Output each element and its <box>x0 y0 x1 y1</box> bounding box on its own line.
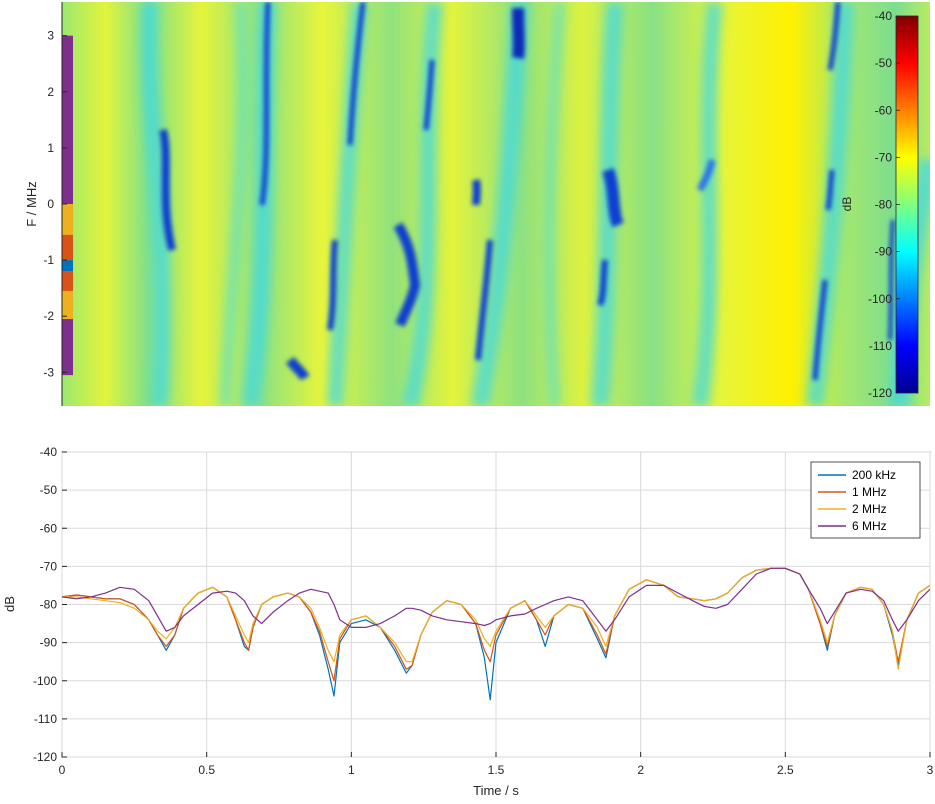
band-strip <box>62 35 73 376</box>
y-tick-label: -90 <box>40 636 58 650</box>
y-tick-label: -40 <box>40 445 58 459</box>
legend: 200 kHz 1 MHz 2 MHz 6 MHz <box>810 461 921 539</box>
band-strip-segment <box>62 271 73 291</box>
spectrogram-y-tick-label: -2 <box>43 309 54 323</box>
legend-entry: 1 MHz <box>852 485 887 499</box>
band-strip-segment <box>62 204 73 235</box>
legend-entry: 2 MHz <box>852 502 887 516</box>
legend-entry: 200 kHz <box>852 468 896 482</box>
y-tick-label: -50 <box>40 483 58 497</box>
spectrogram: 3 2 1 0 -1 -2 -3 F / MHz -40 -50 -60 -70 -80 -90 -10… <box>24 2 930 406</box>
line-chart-x-ticks: 0 0.5 1 1.5 2 2.5 3 <box>59 752 934 777</box>
x-tick-label: 0.5 <box>198 763 215 777</box>
spectrogram-nulls <box>159 2 895 381</box>
spectrogram-y-ticks: 3 2 1 0 -1 -2 -3 <box>43 29 67 379</box>
colorbar-tick-label: -90 <box>875 245 893 259</box>
band-strip-segment <box>62 260 73 272</box>
spectrogram-y-tick-label: -3 <box>43 365 54 379</box>
colorbar-ticks: -40 -50 -60 -70 -80 -90 -100 -110 -120 <box>868 9 900 400</box>
colorbar-tick-label: -120 <box>868 386 892 400</box>
colorbar-tick-label: -100 <box>868 292 892 306</box>
band-strip-segment <box>62 35 73 204</box>
legend-entry: 6 MHz <box>852 519 887 533</box>
spectrogram-y-tick-label: 0 <box>47 197 54 211</box>
x-tick-label: 3 <box>927 763 934 777</box>
colorbar-tick-label: -40 <box>875 9 893 23</box>
spectrogram-y-tick-label: -1 <box>43 253 54 267</box>
band-strip-segment <box>62 234 73 261</box>
spectrogram-y-axis-label: F / MHz <box>24 181 39 227</box>
spectrogram-y-tick-label: 1 <box>47 141 54 155</box>
colorbar-tick-label: -50 <box>875 56 893 70</box>
y-tick-label: -100 <box>33 674 57 688</box>
line-chart: 0 0.5 1 1.5 2 2.5 3 -40 -50 -60 -70 -80 -90 -100 -110… <box>2 445 934 798</box>
x-tick-label: 0 <box>59 763 66 777</box>
x-tick-label: 2.5 <box>777 763 794 777</box>
colorbar-label: dB <box>840 197 854 212</box>
line-chart-series <box>62 567 930 701</box>
band-strip-segment <box>62 290 73 320</box>
colorbar: -40 -50 -60 -70 -80 -90 -100 -110 -120 dB <box>840 9 919 400</box>
colorbar-tick-label: -80 <box>875 198 893 212</box>
x-tick-label: 2 <box>637 763 644 777</box>
line-chart-grid <box>61 451 931 758</box>
line-chart-x-axis-label: Time / s <box>473 783 519 798</box>
series-line-6-mhz <box>62 567 930 632</box>
x-tick-label: 1.5 <box>488 763 505 777</box>
y-tick-label: -80 <box>40 598 58 612</box>
y-tick-label: -120 <box>33 750 57 764</box>
colorbar-tick-label: -110 <box>869 339 892 353</box>
line-chart-y-ticks: -40 -50 -60 -70 -80 -90 -100 -110 -120 <box>33 445 67 764</box>
colorbar-tick-label: -70 <box>875 150 893 164</box>
band-strip-segment <box>62 319 73 376</box>
y-tick-label: -60 <box>40 521 58 535</box>
colorbar-tick-label: -60 <box>875 103 893 117</box>
spectrogram-y-tick-label: 3 <box>47 29 54 43</box>
spectrogram-y-tick-label: 2 <box>47 85 54 99</box>
y-tick-label: -70 <box>40 559 58 573</box>
x-tick-label: 1 <box>348 763 355 777</box>
y-tick-label: -110 <box>34 712 57 726</box>
line-chart-y-axis-label: dB <box>2 596 17 612</box>
spectrogram-image <box>62 2 930 406</box>
